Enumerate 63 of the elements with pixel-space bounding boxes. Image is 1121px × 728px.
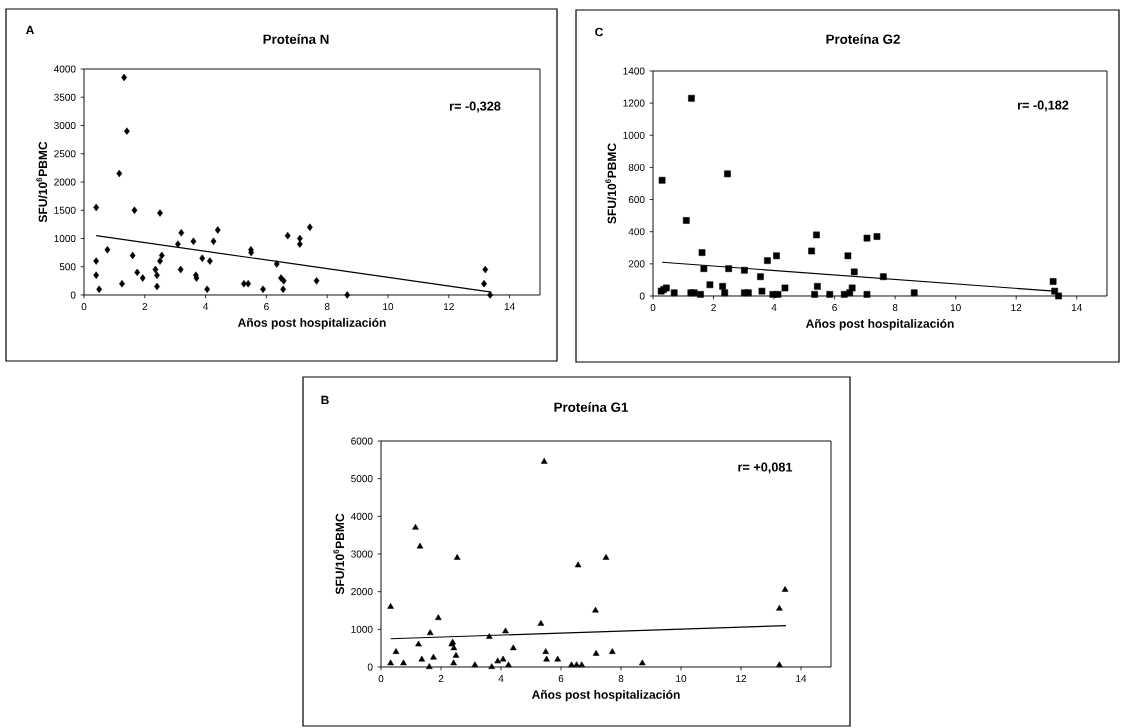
y-tick-label: 3000 <box>351 550 373 558</box>
chart-title: Proteína G2 <box>826 34 900 44</box>
text: C <box>595 27 604 37</box>
x-tick-label: 8 <box>324 303 330 311</box>
y-tick-label: 3500 <box>54 93 76 101</box>
y-tick-label: 800 <box>628 163 645 171</box>
x-tick-label: 0 <box>81 303 87 311</box>
x-tick-label: 2 <box>711 304 716 312</box>
x-tick-label: 2 <box>142 303 148 311</box>
chart-title: Proteína G1 <box>554 402 629 412</box>
x-tick-label: 10 <box>383 303 394 311</box>
annotation: r= +0,081 <box>738 462 793 474</box>
y-tick-label: 4000 <box>350 512 373 520</box>
y-tick-label: 2500 <box>54 150 76 158</box>
y-axis-title: SFU/10$^{6}$PBMC <box>605 143 617 224</box>
y-tick-label: 0 <box>367 663 373 671</box>
y-axis-title: SFU/10$^{6}$PBMC <box>333 513 345 595</box>
x-tick-label: 8 <box>892 304 898 312</box>
x-axis-title: Años post hospitalización <box>237 317 386 330</box>
y-tick-label: 500 <box>59 263 76 271</box>
x-tick-label: 14 <box>796 675 807 682</box>
y-tick-label: 6000 <box>351 437 373 445</box>
x-axis-title: Años post hospitalización <box>805 318 954 331</box>
x-tick-label: 6 <box>558 675 564 683</box>
chart-title: Proteína N <box>263 34 329 44</box>
y-tick-label: 200 <box>628 260 645 268</box>
x-tick-label: 4 <box>498 675 504 682</box>
x-tick-label: 10 <box>950 304 961 312</box>
text: A <box>25 25 35 35</box>
y-tick-label: 1000 <box>351 625 373 633</box>
y-tick-label: 4000 <box>53 65 76 73</box>
x-tick-label: 12 <box>1011 304 1022 312</box>
y-tick-label: 3000 <box>54 121 76 130</box>
text: B <box>321 395 329 405</box>
y-tick-label: 1400 <box>623 67 645 75</box>
x-tick-label: 12 <box>444 303 454 311</box>
y-tick-label: 1500 <box>54 206 76 214</box>
y-tick-label: 2000 <box>54 178 76 186</box>
x-tick-label: 10 <box>676 675 687 683</box>
annotation: r= -0,328 <box>449 101 501 113</box>
y-tick-label: 5000 <box>351 475 373 483</box>
x-tick-label: 2 <box>438 675 444 683</box>
y-axis-title: SFU/10$^{6}$PBMC <box>36 141 48 223</box>
x-tick-label: 8 <box>618 675 624 683</box>
x-tick-label: 14 <box>504 303 515 310</box>
x-tick-label: 6 <box>264 303 269 311</box>
y-tick-label: 1000 <box>54 234 76 243</box>
y-tick-label: 2000 <box>351 588 373 596</box>
x-tick-label: 0 <box>650 304 656 312</box>
x-tick-label: 14 <box>1071 304 1082 311</box>
x-tick-label: 4 <box>771 304 777 311</box>
y-tick-label: 0 <box>70 291 76 299</box>
x-axis-title: Años post hospitalización <box>531 689 680 702</box>
y-tick-label: 0 <box>639 292 645 300</box>
x-tick-label: 12 <box>736 675 747 683</box>
y-tick-label: 400 <box>628 228 645 236</box>
x-tick-label: 4 <box>203 303 209 310</box>
x-tick-label: 0 <box>378 675 384 683</box>
y-tick-label: 1200 <box>623 99 645 107</box>
y-tick-label: 1000 <box>623 131 645 139</box>
y-tick-label: 600 <box>628 196 645 204</box>
x-tick-label: 6 <box>832 304 837 312</box>
annotation: r= -0,182 <box>1017 100 1069 112</box>
